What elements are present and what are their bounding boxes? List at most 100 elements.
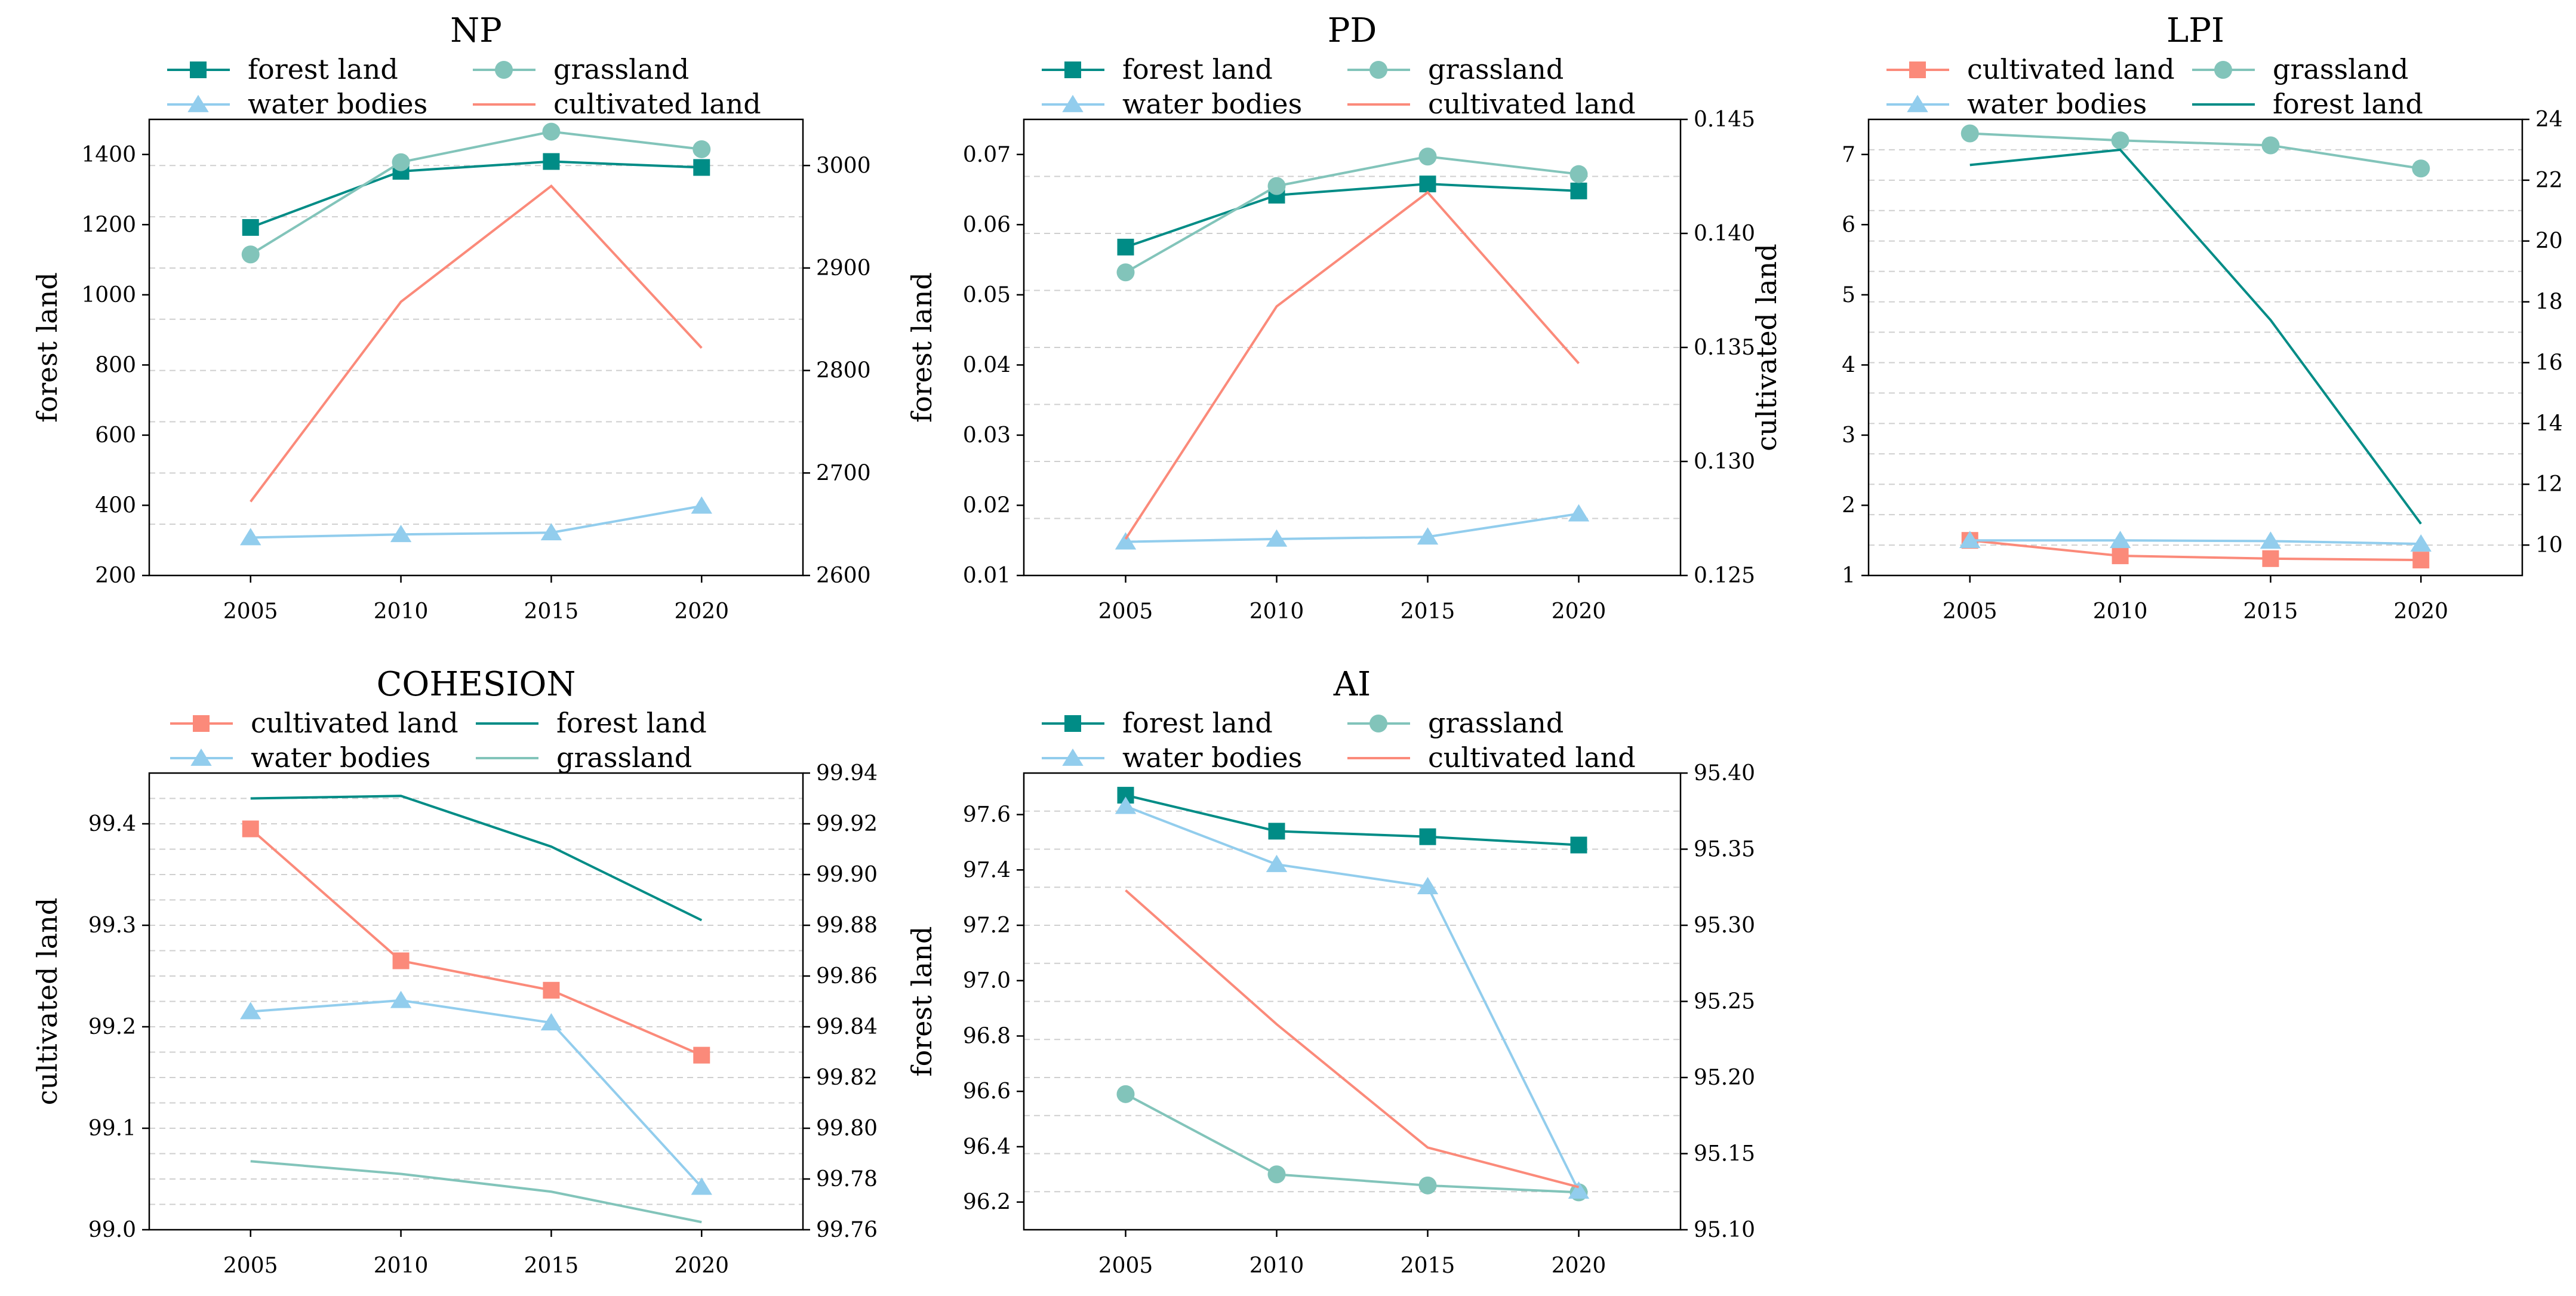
y2-tick-label: 99.80 [816,1116,878,1141]
series-line-water-bodies [1125,805,1580,1192]
series-line-cultivated-land [250,184,703,503]
y-tick-label: 0.05 [963,283,1011,307]
data-point-grassland [693,140,711,158]
x-tick-label: 2010 [374,599,429,624]
legend-marker-water-bodies [1062,94,1084,112]
legend-label-grassland: grassland [1428,707,1564,739]
y2-tick-label: 0.130 [1694,450,1755,474]
series-line-forest-land [1125,183,1579,248]
data-point-grassland [1116,1085,1135,1103]
y2-tick-label: 95.40 [1694,761,1755,786]
legend-label-forest-land: forest land [1122,53,1273,85]
legend-marker-cultivated-land [1909,61,1926,78]
legend-label-forest-land: forest land [248,53,398,85]
y2-tick-label: 10 [2535,533,2563,558]
data-point-water-bodies [691,496,712,514]
x-tick-label: 2020 [1552,1254,1606,1278]
x-tick-label: 2015 [1401,599,1455,624]
data-point-water-bodies [1568,504,1590,522]
y-tick-label: 400 [95,493,136,518]
data-point-forest-land [1117,238,1134,255]
y2-tick-label: 3000 [816,153,871,178]
data-point-forest-land [693,159,710,176]
legend-label-water-bodies: water bodies [1122,741,1302,774]
y-tick-label: 99.0 [88,1218,136,1242]
y-tick-label: 99.3 [88,913,136,938]
data-point-water-bodies [1568,1181,1590,1199]
series-line-cultivated-land [1124,190,1580,540]
y2-tick-label: 0.125 [1694,564,1755,588]
x-tick-label: 2015 [524,1254,579,1278]
data-point-water-bodies [240,1002,261,1020]
y2-tick-label: 99.76 [816,1218,878,1242]
y-tick-label: 5 [1842,283,1855,307]
y2-tick-label: 0.145 [1694,107,1755,132]
y-tick-label: 600 [95,423,136,448]
series-line-cultivated-land [250,827,703,1057]
y-tick-label: 0.03 [963,423,1011,448]
legend-label-grassland: grassland [556,741,692,774]
legend: forest land grassland water bodies cultivat… [1042,707,1636,774]
chart-title: NP [450,11,502,50]
y-tick-label: 2 [1842,493,1855,518]
data-point-grassland [1418,1176,1437,1195]
chart-pd: 0.01 0.02 0.03 0.04 0.05 0.06 0.07 0.125 0.130 0.… [906,11,1755,624]
y-tick-label: 800 [95,353,136,377]
chart-ai: 96.2 96.4 96.6 96.8 97.0 97.2 97.4 97.6 95.10 95.… [906,665,1755,1278]
y-tick-label: 97.4 [963,858,1011,882]
data-point-grassland [1116,263,1135,282]
data-point-grassland [2261,136,2280,155]
y2-tick-label: 22 [2535,168,2563,193]
series-line-grassland [250,130,702,255]
series-line-grassland [1125,155,1579,273]
data-point-water-bodies [2260,531,2282,549]
legend-marker-water-bodies [190,748,212,766]
data-point-grassland [1961,124,1979,143]
legend-marker-grassland [495,61,513,79]
legend-label-grassland: grassland [2273,53,2408,85]
y-tick-label: 6 [1842,213,1855,237]
data-point-cultivated-land [2262,550,2279,567]
legend-label-cultivated-land: cultivated land [1428,88,1636,120]
y2-tick-label: 95.35 [1694,838,1755,862]
x-tick-label: 2020 [674,599,729,624]
series-line-water-bodies [1969,539,2421,546]
y2-tick-label: 0.140 [1694,221,1755,246]
y-tick-label: 0.02 [963,493,1011,518]
data-point-grassland [1569,165,1588,183]
y-tick-label: 96.2 [963,1190,1011,1215]
data-point-forest-land [1419,176,1436,193]
y-tick-label: 200 [95,564,136,588]
x-tick-label: 2005 [223,599,278,624]
y2-tick-label: 99.90 [816,863,878,887]
chart-np: 200 400 600 800 1000 1200 1400 2600 2700 2800 2900… [31,11,871,624]
legend-label-grassland: grassland [553,53,689,85]
y-tick-label: 97.0 [963,969,1011,993]
y2-tick-label: 99.92 [816,812,878,836]
data-point-grassland [542,122,561,141]
x-tick-label: 2020 [2393,599,2448,624]
plot-frame [148,118,804,577]
legend-marker-grassland [2214,61,2232,79]
data-point-cultivated-land [543,981,560,999]
data-point-grassland [241,245,260,264]
y2-tick-label: 95.15 [1694,1142,1755,1166]
y-tick-label: 7 [1842,143,1855,167]
y-tick-label: 0.07 [963,143,1011,167]
data-point-grassland [1267,177,1286,195]
data-point-water-bodies [540,1013,562,1031]
x-tick-label: 2005 [1098,1254,1153,1278]
x-tick-label: 2015 [1401,1254,1455,1278]
data-point-forest-land [1570,836,1587,854]
chart-cohesion: 99.0 99.1 99.2 99.3 99.4 99.76 99.78 99.80 99.82… [31,665,878,1278]
y-tick-label: 0.01 [963,564,1011,588]
legend: cultivated land forest land water bodies gr… [170,707,707,774]
data-point-cultivated-land [2112,547,2129,565]
legend-label-water-bodies: water bodies [251,741,430,774]
legend-label-grassland: grassland [1428,53,1564,85]
series-line-cultivated-land [1969,539,2421,562]
x-tick-label: 2010 [2093,599,2148,624]
x-tick-label: 2010 [1249,1254,1304,1278]
legend: forest land grassland water bodies cultivat… [1042,53,1636,120]
